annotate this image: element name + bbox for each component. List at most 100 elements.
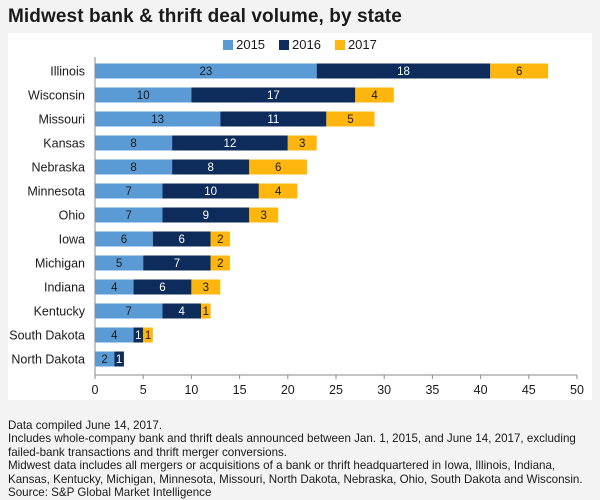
data-label-iowa-2015: 6 bbox=[121, 234, 127, 246]
bar-illinois-2015 bbox=[95, 63, 317, 79]
x-tick-label: 35 bbox=[425, 383, 439, 397]
data-label-minnesota-2016: 10 bbox=[204, 186, 217, 198]
bar-kentucky-2016 bbox=[162, 303, 202, 319]
legend-item-2015: 2015 bbox=[223, 37, 265, 52]
category-label-illinois: Illinois bbox=[50, 65, 85, 79]
data-label-ohio-2016: 9 bbox=[203, 210, 209, 222]
bar-missouri-2015 bbox=[95, 111, 221, 127]
bar-michigan-2016 bbox=[143, 255, 211, 271]
legend: 2015 2016 2017 bbox=[8, 37, 592, 52]
x-tick-label: 20 bbox=[281, 383, 295, 397]
category-label-kentucky: Kentucky bbox=[34, 305, 86, 319]
category-label-south-dakota: South Dakota bbox=[9, 329, 85, 343]
x-tick-label: 5 bbox=[140, 383, 147, 397]
category-label-nebraska: Nebraska bbox=[32, 161, 86, 175]
data-label-kentucky-2016: 4 bbox=[179, 306, 186, 318]
bar-kansas-2017 bbox=[287, 135, 317, 151]
x-tick-label: 50 bbox=[570, 383, 584, 397]
data-label-nebraska-2017: 6 bbox=[275, 162, 281, 174]
bar-illinois-2016 bbox=[316, 63, 491, 79]
data-label-illinois-2015: 23 bbox=[199, 66, 212, 78]
data-label-michigan-2016: 7 bbox=[174, 258, 180, 270]
category-label-wisconsin: Wisconsin bbox=[28, 89, 85, 103]
data-label-wisconsin-2015: 10 bbox=[137, 90, 150, 102]
bar-minnesota-2016 bbox=[162, 183, 259, 199]
category-label-ohio: Ohio bbox=[59, 209, 85, 223]
data-label-michigan-2017: 2 bbox=[217, 258, 223, 270]
data-label-kansas-2016: 12 bbox=[224, 138, 237, 150]
chart-notes: Data compiled June 14, 2017. Includes wh… bbox=[8, 419, 592, 499]
legend-swatch-2017 bbox=[334, 39, 345, 50]
bar-kentucky-2017 bbox=[201, 303, 211, 319]
bar-indiana-2017 bbox=[191, 279, 221, 295]
x-tick-label: 30 bbox=[377, 383, 391, 397]
data-label-indiana-2015: 4 bbox=[111, 282, 118, 294]
x-tick-label: 10 bbox=[184, 383, 198, 397]
x-tick-label: 0 bbox=[92, 383, 99, 397]
category-label-michigan: Michigan bbox=[35, 257, 85, 271]
data-label-ohio-2017: 3 bbox=[260, 210, 266, 222]
note-line: Kansas, Kentucky, Michigan, Minnesota, M… bbox=[8, 472, 583, 486]
data-label-nebraska-2015: 8 bbox=[130, 162, 136, 174]
note-line: failed-bank transactions and thrift merg… bbox=[8, 445, 288, 459]
bar-kansas-2016 bbox=[172, 135, 288, 151]
data-label-iowa-2016: 6 bbox=[179, 234, 185, 246]
category-label-indiana: Indiana bbox=[44, 281, 85, 295]
data-label-nebraska-2016: 8 bbox=[207, 162, 213, 174]
data-label-missouri-2015: 13 bbox=[151, 114, 164, 126]
bar-ohio-2017 bbox=[249, 207, 279, 223]
legend-label-2015: 2015 bbox=[236, 37, 266, 52]
bar-nebraska-2015 bbox=[95, 159, 173, 175]
data-label-illinois-2017: 6 bbox=[516, 66, 522, 78]
bar-missouri-2016 bbox=[220, 111, 327, 127]
bar-minnesota-2015 bbox=[95, 183, 163, 199]
bar-south-dakota-2016 bbox=[133, 327, 144, 343]
data-label-wisconsin-2017: 4 bbox=[371, 90, 378, 102]
x-tick-label: 45 bbox=[522, 383, 536, 397]
bar-south-dakota-2015 bbox=[95, 327, 134, 343]
legend-item-2016: 2016 bbox=[279, 37, 321, 52]
bar-north-dakota-2016 bbox=[114, 351, 124, 367]
data-label-indiana-2017: 3 bbox=[203, 282, 209, 294]
bar-iowa-2016 bbox=[152, 231, 211, 247]
category-label-north-dakota: North Dakota bbox=[11, 353, 85, 367]
data-label-missouri-2016: 11 bbox=[267, 114, 279, 126]
x-tick-label: 40 bbox=[474, 383, 488, 397]
legend-swatch-2016 bbox=[279, 39, 290, 50]
data-label-illinois-2016: 18 bbox=[397, 66, 410, 78]
category-label-iowa: Iowa bbox=[59, 233, 85, 247]
legend-swatch-2015 bbox=[223, 39, 234, 50]
bar-iowa-2017 bbox=[210, 231, 230, 247]
bar-indiana-2016 bbox=[133, 279, 192, 295]
data-label-minnesota-2017: 4 bbox=[275, 186, 282, 198]
category-label-kansas: Kansas bbox=[43, 137, 85, 151]
data-label-missouri-2017: 5 bbox=[347, 114, 353, 126]
data-label-kansas-2017: 3 bbox=[299, 138, 305, 150]
note-line: Midwest data includes all mergers or acq… bbox=[8, 459, 556, 473]
data-label-wisconsin-2016: 17 bbox=[267, 90, 280, 102]
legend-label-2016: 2016 bbox=[292, 37, 321, 52]
x-tick-label: 25 bbox=[329, 383, 343, 397]
bar-iowa-2015 bbox=[95, 231, 153, 247]
data-label-minnesota-2015: 7 bbox=[126, 186, 132, 198]
bar-south-dakota-2017 bbox=[143, 327, 153, 343]
bar-ohio-2016 bbox=[162, 207, 250, 223]
data-label-north-dakota-2015: 2 bbox=[101, 354, 107, 366]
data-label-south-dakota-2015: 4 bbox=[111, 330, 118, 342]
bar-wisconsin-2016 bbox=[191, 87, 356, 103]
bar-nebraska-2017 bbox=[249, 159, 308, 175]
data-label-kansas-2015: 8 bbox=[130, 138, 136, 150]
bar-nebraska-2016 bbox=[172, 159, 250, 175]
data-label-michigan-2015: 5 bbox=[116, 258, 122, 270]
category-label-minnesota: Minnesota bbox=[27, 185, 85, 199]
data-label-north-dakota-2016: 1 bbox=[116, 354, 122, 366]
data-label-ohio-2015: 7 bbox=[126, 210, 132, 222]
data-label-kentucky-2017: 1 bbox=[203, 306, 209, 318]
data-label-iowa-2017: 2 bbox=[217, 234, 223, 246]
bar-indiana-2015 bbox=[95, 279, 134, 295]
data-label-indiana-2016: 6 bbox=[159, 282, 165, 294]
legend-item-2017: 2017 bbox=[334, 37, 377, 52]
bar-north-dakota-2015 bbox=[95, 351, 115, 367]
bar-michigan-2015 bbox=[95, 255, 144, 271]
